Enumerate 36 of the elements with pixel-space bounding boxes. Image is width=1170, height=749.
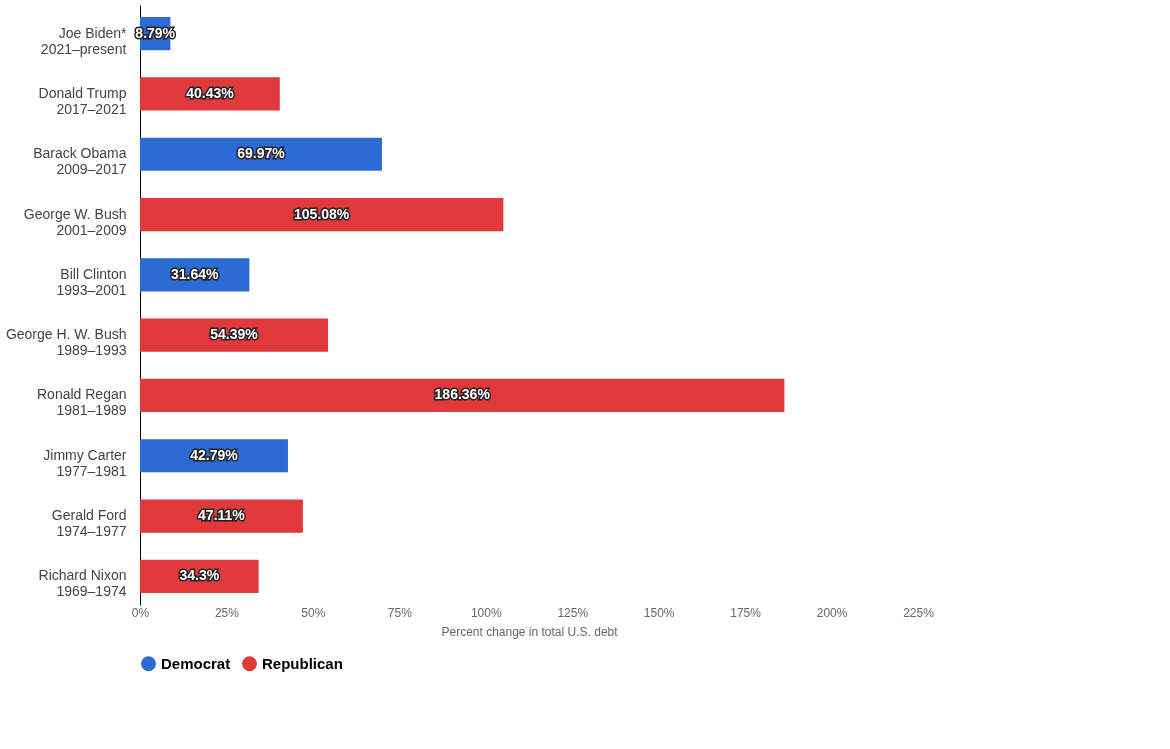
x-tick-label: 125% [557,605,589,620]
x-tick-label: 175% [730,605,762,620]
data-label: 47.11% [198,507,246,524]
y-tick-label: Bill Clinton 1993–2001 [56,265,127,298]
y-tick-label: Gerald Ford 1974–1977 [51,507,127,540]
data-label: 186.36% [434,386,491,403]
data-label: 31.64% [170,265,219,282]
data-label: 40.43% [186,84,235,101]
bar [140,137,382,171]
bar [140,378,785,413]
data-label: 69.97% [237,145,286,162]
y-tick-label: George W. Bush 2001–2009 [23,205,127,238]
legend-label: Democrat [161,654,231,672]
bar [140,499,303,533]
data-label: 42.79% [190,446,239,463]
x-axis-title: Percent change in total U.S. debt [441,624,619,639]
y-tick-label: George H. W. Bush 1989–1993 [5,326,127,359]
x-tick-label: 0% [131,605,150,620]
legend-label: Republican [262,654,343,672]
x-tick-label: 100% [470,605,502,620]
y-tick-label: Barack Obama 2009–2017 [33,145,127,178]
x-tick-label: 150% [643,605,675,620]
x-tick-label: 225% [903,605,935,620]
data-label: 54.39% [210,326,259,343]
y-tick-label: Ronald Regan 1981–1989 [36,386,127,419]
x-tick-label: 25% [214,605,240,620]
data-label: 105.08% [294,205,350,222]
y-tick-label: Jimmy Carter 1977–1981 [43,446,127,479]
x-tick-label: 200% [816,605,848,620]
y-tick-label: Donald Trump 2017–2021 [38,84,127,117]
bar [140,197,504,232]
x-tick-label: 50% [301,605,326,620]
x-tick-label: 75% [387,605,413,620]
y-tick-label: Richard Nixon 1969–1974 [38,567,127,600]
data-label: 34.3% [179,567,220,584]
y-tick-label: Joe Biden* 2021–present [40,24,128,57]
